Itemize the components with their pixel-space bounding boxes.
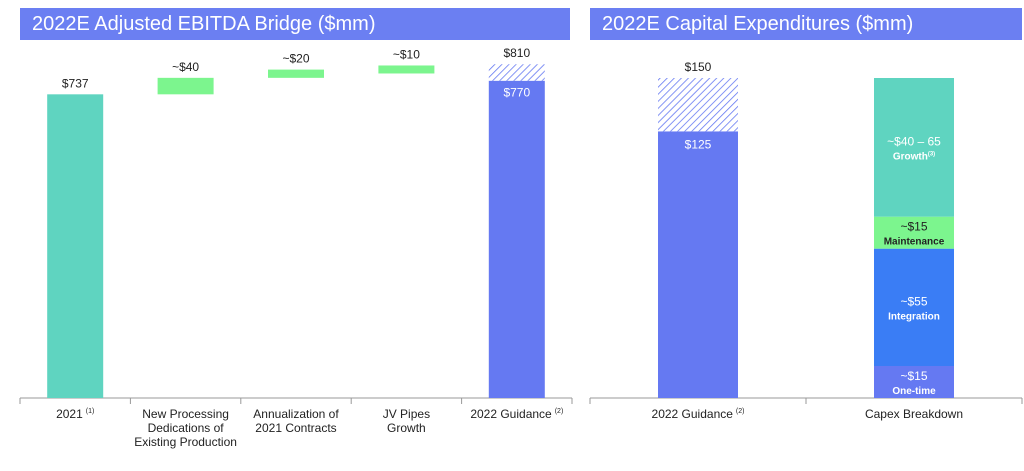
bar-guidance-low xyxy=(488,80,545,398)
x-tick-label: JV Pipes Growth xyxy=(383,407,430,435)
capex-chart: 2022 Guidance (2) Capex Breakdown $150 $125 ~… xyxy=(589,60,1023,421)
x-tick-label: 2022 Guidance (2) xyxy=(470,407,563,421)
ebitda-chart-title: 2022E Adjusted EBITDA Bridge ($mm) xyxy=(20,8,570,40)
bar-increment xyxy=(378,65,435,74)
segment-one-time xyxy=(874,366,954,398)
data-label: ~$40 xyxy=(172,60,199,74)
data-label: ~$20 xyxy=(282,52,309,66)
data-label: $125 xyxy=(685,137,712,151)
data-label: $150 xyxy=(685,60,712,74)
segment-value-label: ~$15 xyxy=(900,369,927,383)
x-tick-label: 2022 Guidance (2) xyxy=(652,407,745,421)
bar-guidance-range xyxy=(488,64,545,81)
bar-2021 xyxy=(47,94,104,398)
data-label: ~$10 xyxy=(393,47,420,61)
bar-guidance-range xyxy=(658,78,738,132)
data-label: $810 xyxy=(503,46,530,60)
bar-increment xyxy=(157,77,214,95)
segment-value-label: ~$40 – 65 xyxy=(887,134,941,148)
x-tick-label: 2021 (1) xyxy=(56,407,94,421)
segment-name-label: Growth(3) xyxy=(893,151,935,162)
data-label: $737 xyxy=(62,76,89,90)
segment-integration xyxy=(874,248,954,366)
x-tick-label: New Processing Dedications of Existing Pro… xyxy=(134,407,237,449)
x-tick-label: Capex Breakdown xyxy=(865,407,963,421)
bar-guidance-low xyxy=(658,131,738,399)
segment-name-label: Maintenance xyxy=(884,237,945,248)
segment-growth xyxy=(874,78,954,217)
capex-panel: 2022E Capital Expenditures ($mm) 2022 Gu… xyxy=(575,0,1024,471)
segment-value-label: ~$15 xyxy=(900,220,927,234)
x-tick-label: Annualization of 2021 Contracts xyxy=(253,407,339,435)
ebitda-bridge-chart: 2021 (1) New Processing Dedications of Exist… xyxy=(19,46,573,449)
segment-maintenance xyxy=(874,216,954,249)
bar-increment xyxy=(268,69,324,78)
segment-name-label: Integration xyxy=(888,311,940,322)
segment-name-label: One-time xyxy=(892,386,936,397)
data-label: $770 xyxy=(503,86,530,100)
ebitda-panel: 2022E Adjusted EBITDA Bridge ($mm) 2021(… xyxy=(19,8,573,449)
segment-value-label: ~$55 xyxy=(900,294,927,308)
capex-chart-title: 2022E Capital Expenditures ($mm) xyxy=(590,8,1022,40)
